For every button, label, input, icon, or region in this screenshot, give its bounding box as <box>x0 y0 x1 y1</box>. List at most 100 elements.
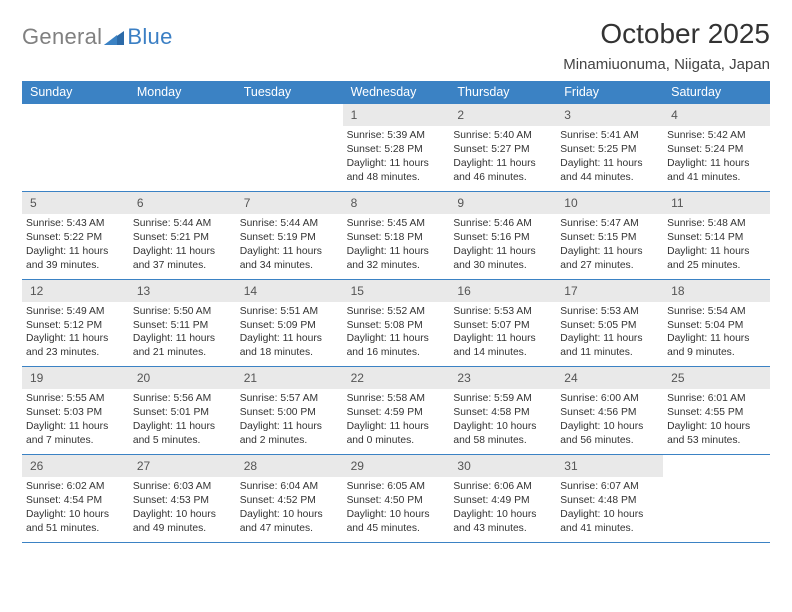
day1-text: Daylight: 10 hours <box>26 508 125 522</box>
day-number: 29 <box>343 455 450 477</box>
day1-text: Daylight: 10 hours <box>240 508 339 522</box>
sunrise-text: Sunrise: 6:03 AM <box>133 480 232 494</box>
day-cell: 20Sunrise: 5:56 AMSunset: 5:01 PMDayligh… <box>129 367 236 454</box>
day-number: 27 <box>129 455 236 477</box>
logo-triangle-icon <box>104 29 124 45</box>
day-number: 8 <box>343 192 450 214</box>
weeks-container: ...1Sunrise: 5:39 AMSunset: 5:28 PMDayli… <box>22 104 770 543</box>
sunset-text: Sunset: 4:54 PM <box>26 494 125 508</box>
day-cell: 8Sunrise: 5:45 AMSunset: 5:18 PMDaylight… <box>343 192 450 279</box>
sunset-text: Sunset: 5:19 PM <box>240 231 339 245</box>
sunset-text: Sunset: 4:50 PM <box>347 494 446 508</box>
day2-text: and 51 minutes. <box>26 522 125 536</box>
day2-text: and 27 minutes. <box>560 259 659 273</box>
day-number: 17 <box>556 280 663 302</box>
day2-text: and 48 minutes. <box>347 171 446 185</box>
sunrise-text: Sunrise: 5:58 AM <box>347 392 446 406</box>
day-cell: 9Sunrise: 5:46 AMSunset: 5:16 PMDaylight… <box>449 192 556 279</box>
day-cell: 27Sunrise: 6:03 AMSunset: 4:53 PMDayligh… <box>129 455 236 542</box>
week-row: 5Sunrise: 5:43 AMSunset: 5:22 PMDaylight… <box>22 192 770 280</box>
day-number: 14 <box>236 280 343 302</box>
day-cell: 28Sunrise: 6:04 AMSunset: 4:52 PMDayligh… <box>236 455 343 542</box>
day1-text: Daylight: 11 hours <box>26 420 125 434</box>
day-number: 18 <box>663 280 770 302</box>
day-number: 2 <box>449 104 556 126</box>
empty-day-cell: . <box>236 104 343 191</box>
day-number: 6 <box>129 192 236 214</box>
day2-text: and 41 minutes. <box>667 171 766 185</box>
day2-text: and 49 minutes. <box>133 522 232 536</box>
sunrise-text: Sunrise: 5:46 AM <box>453 217 552 231</box>
weekday-header: Thursday <box>449 81 556 104</box>
day2-text: and 14 minutes. <box>453 346 552 360</box>
sunset-text: Sunset: 4:48 PM <box>560 494 659 508</box>
sunset-text: Sunset: 4:53 PM <box>133 494 232 508</box>
sunset-text: Sunset: 5:27 PM <box>453 143 552 157</box>
day-number: 1 <box>343 104 450 126</box>
sunset-text: Sunset: 5:15 PM <box>560 231 659 245</box>
sunrise-text: Sunrise: 6:07 AM <box>560 480 659 494</box>
day-cell: 5Sunrise: 5:43 AMSunset: 5:22 PMDaylight… <box>22 192 129 279</box>
week-row: 19Sunrise: 5:55 AMSunset: 5:03 PMDayligh… <box>22 367 770 455</box>
day1-text: Daylight: 10 hours <box>560 420 659 434</box>
sunrise-text: Sunrise: 5:55 AM <box>26 392 125 406</box>
weekday-header-row: Sunday Monday Tuesday Wednesday Thursday… <box>22 81 770 104</box>
day-cell: 11Sunrise: 5:48 AMSunset: 5:14 PMDayligh… <box>663 192 770 279</box>
day-cell: 26Sunrise: 6:02 AMSunset: 4:54 PMDayligh… <box>22 455 129 542</box>
top-bar: General Blue October 2025 Minamiuonuma, … <box>22 18 770 73</box>
day-cell: 7Sunrise: 5:44 AMSunset: 5:19 PMDaylight… <box>236 192 343 279</box>
sunrise-text: Sunrise: 5:43 AM <box>26 217 125 231</box>
sunrise-text: Sunrise: 5:47 AM <box>560 217 659 231</box>
day-number: 20 <box>129 367 236 389</box>
sunset-text: Sunset: 5:21 PM <box>133 231 232 245</box>
sunrise-text: Sunrise: 6:04 AM <box>240 480 339 494</box>
weekday-header: Saturday <box>663 81 770 104</box>
day-number: 19 <box>22 367 129 389</box>
sunset-text: Sunset: 4:55 PM <box>667 406 766 420</box>
weekday-header: Sunday <box>22 81 129 104</box>
day1-text: Daylight: 11 hours <box>560 245 659 259</box>
day-cell: 12Sunrise: 5:49 AMSunset: 5:12 PMDayligh… <box>22 280 129 367</box>
day-number: 30 <box>449 455 556 477</box>
day1-text: Daylight: 11 hours <box>560 332 659 346</box>
sunrise-text: Sunrise: 5:54 AM <box>667 305 766 319</box>
sunset-text: Sunset: 5:11 PM <box>133 319 232 333</box>
day-cell: 16Sunrise: 5:53 AMSunset: 5:07 PMDayligh… <box>449 280 556 367</box>
day1-text: Daylight: 10 hours <box>453 508 552 522</box>
weekday-header: Wednesday <box>343 81 450 104</box>
sunrise-text: Sunrise: 5:45 AM <box>347 217 446 231</box>
day2-text: and 2 minutes. <box>240 434 339 448</box>
day-cell: 22Sunrise: 5:58 AMSunset: 4:59 PMDayligh… <box>343 367 450 454</box>
day1-text: Daylight: 11 hours <box>133 245 232 259</box>
sunrise-text: Sunrise: 5:42 AM <box>667 129 766 143</box>
day1-text: Daylight: 10 hours <box>560 508 659 522</box>
day1-text: Daylight: 11 hours <box>347 157 446 171</box>
day-number: 16 <box>449 280 556 302</box>
day1-text: Daylight: 11 hours <box>133 420 232 434</box>
day-number: 22 <box>343 367 450 389</box>
sunset-text: Sunset: 5:01 PM <box>133 406 232 420</box>
day-number: 21 <box>236 367 343 389</box>
day2-text: and 37 minutes. <box>133 259 232 273</box>
day1-text: Daylight: 11 hours <box>240 245 339 259</box>
sunrise-text: Sunrise: 6:02 AM <box>26 480 125 494</box>
sunrise-text: Sunrise: 5:39 AM <box>347 129 446 143</box>
week-row: 26Sunrise: 6:02 AMSunset: 4:54 PMDayligh… <box>22 455 770 543</box>
day2-text: and 47 minutes. <box>240 522 339 536</box>
sunset-text: Sunset: 4:59 PM <box>347 406 446 420</box>
day-cell: 29Sunrise: 6:05 AMSunset: 4:50 PMDayligh… <box>343 455 450 542</box>
day-number: 15 <box>343 280 450 302</box>
day1-text: Daylight: 11 hours <box>453 157 552 171</box>
day-cell: 14Sunrise: 5:51 AMSunset: 5:09 PMDayligh… <box>236 280 343 367</box>
sunrise-text: Sunrise: 5:50 AM <box>133 305 232 319</box>
day1-text: Daylight: 11 hours <box>667 245 766 259</box>
day-number: 9 <box>449 192 556 214</box>
sunset-text: Sunset: 5:09 PM <box>240 319 339 333</box>
title-block: October 2025 Minamiuonuma, Niigata, Japa… <box>563 18 770 73</box>
sunrise-text: Sunrise: 6:06 AM <box>453 480 552 494</box>
day-number: 28 <box>236 455 343 477</box>
day-cell: 23Sunrise: 5:59 AMSunset: 4:58 PMDayligh… <box>449 367 556 454</box>
sunrise-text: Sunrise: 5:59 AM <box>453 392 552 406</box>
day-number: 3 <box>556 104 663 126</box>
sunrise-text: Sunrise: 5:49 AM <box>26 305 125 319</box>
